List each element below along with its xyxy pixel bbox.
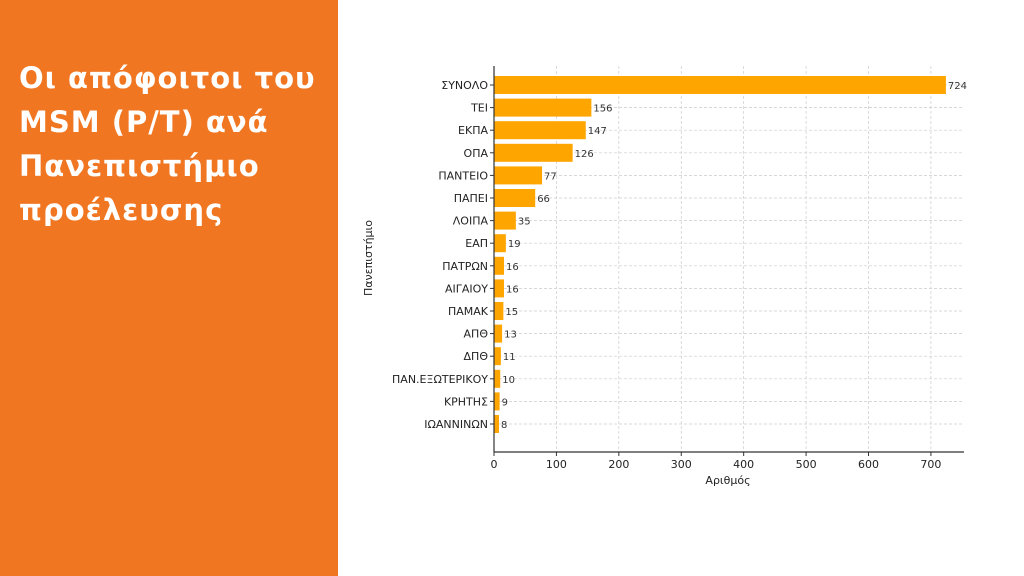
y-tick-label: ΠΑΝΤΕΙΟ (438, 169, 488, 182)
data-label: 16 (506, 262, 519, 273)
data-label: 77 (544, 171, 557, 182)
data-label: 147 (588, 126, 607, 137)
y-tick-label: ΑΙΓΑΙΟΥ (445, 282, 488, 295)
x-tick-label: 100 (546, 458, 567, 471)
y-tick-label: ΣΥΝΟΛΟ (441, 79, 488, 92)
y-tick-label: ΠΑΝ.ΕΞΩΤΕΡΙΚΟΥ (392, 373, 488, 386)
title-panel: Οι απόφοιτοι του MSM (P/T) ανά Πανεπιστή… (0, 0, 338, 576)
bar (494, 279, 504, 298)
bar (494, 234, 506, 253)
data-label: 11 (503, 352, 516, 363)
bar (494, 392, 500, 411)
bar (494, 415, 499, 433)
grid (493, 66, 964, 452)
bar (494, 189, 536, 207)
y-tick-label: ΛΟΙΠΑ (453, 215, 489, 228)
data-label: 35 (518, 217, 531, 228)
data-label: 9 (502, 397, 508, 408)
bar (494, 76, 946, 94)
data-label: 724 (948, 81, 967, 92)
x-tick-label: 400 (733, 458, 754, 471)
x-tick-label: 600 (858, 458, 879, 471)
data-label: 19 (508, 239, 521, 250)
x-tick-label: 200 (608, 458, 629, 471)
x-tick-label: 500 (796, 458, 817, 471)
y-tick-label: ΚΡΗΤΗΣ (444, 395, 488, 408)
y-tick-label: ΟΠΑ (464, 147, 489, 160)
y-tick-label: ΤΕΙ (470, 102, 488, 115)
x-tick-label: 300 (671, 458, 692, 471)
data-label: 8 (501, 420, 507, 431)
data-label: 16 (506, 284, 519, 295)
data-label: 15 (505, 307, 518, 318)
y-tick-label: ΑΠΘ (464, 328, 489, 341)
bar (494, 211, 516, 230)
bar (494, 121, 586, 140)
x-axis-label: Αριθμός (705, 474, 750, 487)
y-axis-label: Πανεπιστήμιο (362, 220, 375, 296)
y-tick-label: ΠΑΤΡΩΝ (442, 260, 488, 273)
bar (494, 256, 504, 275)
y-tick-label: ΕΑΠ (465, 237, 488, 250)
data-label: 13 (504, 330, 517, 341)
bar (494, 143, 573, 162)
data-label: 66 (537, 194, 550, 205)
bar (494, 369, 501, 388)
bar (494, 302, 504, 320)
slide-title: Οι απόφοιτοι του MSM (P/T) ανά Πανεπιστή… (19, 61, 316, 227)
x-tick-label: 0 (491, 458, 498, 471)
x-tick-label: 700 (920, 458, 941, 471)
data-label: 10 (502, 375, 515, 386)
y-tick-label: ΠΑΜΑΚ (448, 305, 489, 318)
y-tick-label: ΠΑΠΕΙ (454, 192, 488, 205)
axes: 0 100 200 300 400 500 600 700 ΣΥΝΟΛΟ ΤΕΙ ΕΚΠΑ ΟΠΑ ΠΑ… (392, 66, 964, 471)
bar (494, 324, 503, 343)
bar (494, 166, 543, 185)
bars: 724 156 147 126 77 66 35 19 16 16 15 13 11 10 9 8 (494, 76, 967, 433)
bar (494, 347, 501, 366)
y-tick-label: ΔΠΘ (464, 350, 489, 363)
y-tick-label: ΕΚΠΑ (458, 124, 488, 137)
bar (494, 98, 592, 117)
y-tick-label: ΙΩΑΝΝΙΝΩΝ (424, 418, 488, 431)
data-label: 156 (593, 104, 612, 115)
data-label: 126 (575, 149, 594, 160)
